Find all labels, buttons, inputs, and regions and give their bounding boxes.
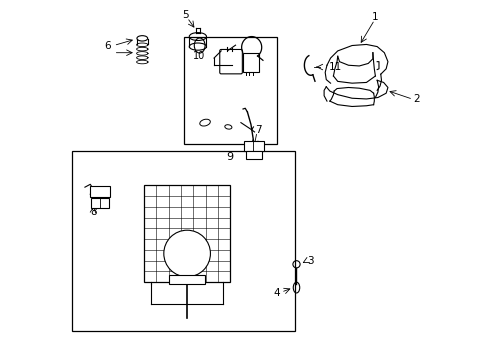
Text: 6: 6 (104, 41, 111, 50)
Text: 3: 3 (306, 256, 313, 266)
Bar (72, 151, 294, 330)
Bar (90, 186, 110, 197)
Bar (183, 37, 276, 144)
Text: 1: 1 (371, 12, 378, 22)
Bar (169, 275, 204, 284)
Text: 8: 8 (90, 207, 96, 217)
Text: 11: 11 (328, 62, 341, 72)
Text: 5: 5 (182, 10, 188, 20)
Bar (244, 140, 264, 151)
Circle shape (163, 230, 210, 277)
Bar (242, 53, 258, 72)
Text: 4: 4 (273, 288, 280, 298)
Bar (144, 185, 230, 282)
Bar (91, 198, 108, 208)
Text: 9: 9 (226, 152, 233, 162)
Bar (246, 151, 262, 159)
Text: 7: 7 (255, 125, 262, 135)
Text: 2: 2 (412, 94, 419, 104)
Text: 10: 10 (192, 51, 204, 61)
